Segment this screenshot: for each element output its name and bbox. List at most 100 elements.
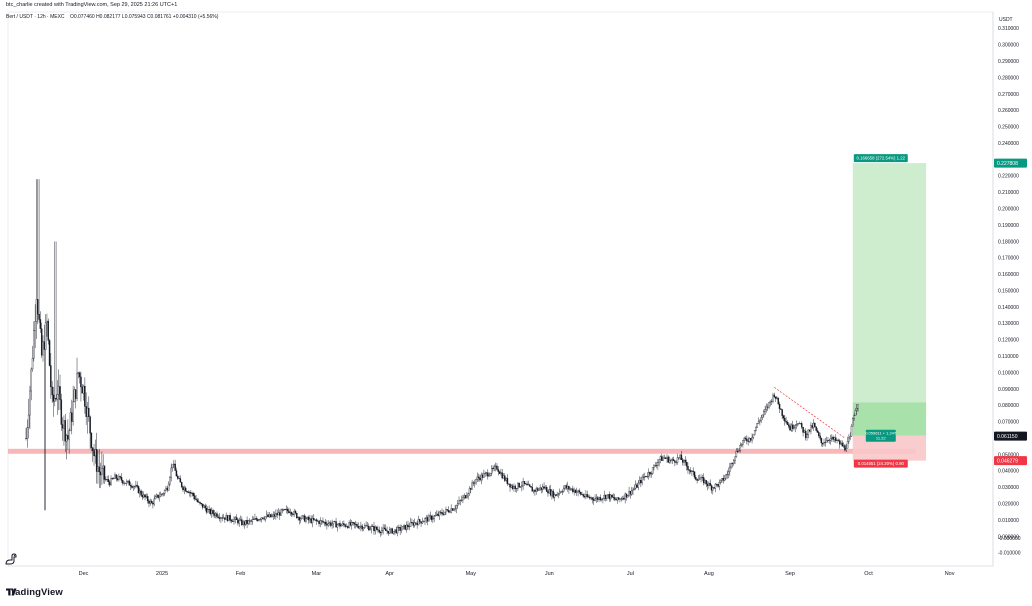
candle: [666, 454, 668, 463]
candle: [439, 510, 442, 515]
last-price-tag-bg: [994, 431, 1027, 441]
y-tick-label: -0.010000: [998, 551, 1021, 557]
candle-body: [613, 497, 616, 500]
candle-body: [230, 519, 233, 522]
candle-body: [373, 525, 375, 532]
candle: [326, 520, 328, 530]
candle: [552, 489, 554, 499]
candle: [600, 498, 603, 502]
candle: [180, 481, 183, 489]
candle: [739, 442, 742, 453]
candle-body: [668, 459, 671, 463]
candle: [93, 443, 95, 466]
candle-body: [280, 509, 282, 516]
target-price-tag-bg: [994, 158, 1027, 168]
y-tick-label: 0.180000: [998, 239, 1019, 245]
candle-body: [548, 489, 551, 494]
candle: [279, 509, 281, 520]
candle: [832, 435, 834, 442]
candle-body: [744, 437, 747, 440]
candle-body: [577, 490, 579, 493]
candle: [27, 398, 30, 439]
candle: [30, 367, 32, 401]
candle: [767, 403, 769, 411]
candle: [538, 487, 540, 491]
candle: [231, 518, 234, 522]
x-tick-label: Feb: [236, 571, 245, 577]
candle-body: [288, 510, 290, 514]
candle-body: [793, 427, 795, 429]
candle-body: [611, 494, 613, 498]
candle: [485, 472, 488, 477]
candle: [667, 455, 670, 464]
candle-body: [282, 509, 285, 511]
candle-body: [723, 477, 726, 481]
candle: [528, 483, 531, 488]
candle: [723, 475, 726, 482]
candle-body: [187, 491, 189, 494]
candle: [765, 403, 768, 413]
candle-body: [415, 522, 417, 524]
candle: [260, 517, 263, 523]
candle: [556, 491, 558, 497]
candle-body: [97, 466, 99, 472]
candle-body: [262, 517, 264, 519]
candle-body: [31, 358, 34, 370]
y-tick-label: 0.080000: [998, 403, 1019, 409]
candle: [616, 497, 619, 504]
candle-body: [736, 450, 739, 453]
stop-label-bg: [853, 459, 908, 468]
candle-body: [513, 485, 515, 489]
candle: [368, 523, 370, 531]
candle-body: [562, 488, 565, 492]
candle-body: [845, 448, 847, 451]
candle: [170, 463, 172, 482]
candle: [661, 453, 663, 461]
candle-body: [692, 470, 694, 472]
candle: [262, 517, 264, 520]
candle-body: [331, 523, 333, 526]
candle-body: [785, 420, 787, 423]
candle: [455, 504, 458, 514]
candle: [651, 467, 654, 475]
candle-body: [160, 493, 162, 497]
candle: [64, 413, 66, 453]
candle: [432, 514, 434, 523]
candle-body: [553, 494, 556, 498]
candle-body: [695, 477, 697, 480]
candle-body: [455, 505, 458, 509]
candle: [201, 503, 204, 510]
candle-body: [150, 500, 153, 504]
candle-body: [175, 470, 178, 477]
candle-body: [218, 517, 221, 519]
candle: [515, 488, 518, 493]
candle-body: [131, 486, 133, 488]
candle-body: [165, 487, 167, 491]
tradingview-logo[interactable]: TradingView: [6, 587, 63, 598]
candle-body: [451, 508, 454, 511]
candle: [174, 459, 176, 471]
candle: [225, 512, 227, 520]
candle: [301, 514, 303, 520]
candle: [205, 504, 208, 515]
candle: [60, 393, 63, 432]
candle: [436, 510, 438, 516]
candle: [539, 484, 541, 492]
dinosaur-icon[interactable]: [4, 552, 18, 566]
candle-body: [417, 519, 420, 526]
candle-body: [226, 515, 229, 521]
candle: [699, 474, 701, 480]
candle-body: [821, 442, 824, 445]
y-tick-label: 0.280000: [998, 75, 1019, 81]
candle: [207, 506, 209, 513]
candle-body: [357, 526, 360, 529]
candle: [545, 485, 548, 492]
candle-body: [430, 515, 433, 520]
candle: [235, 514, 238, 520]
candle: [119, 475, 121, 479]
candle-body: [591, 497, 594, 500]
candle-body: [781, 409, 783, 416]
candle: [611, 494, 613, 498]
